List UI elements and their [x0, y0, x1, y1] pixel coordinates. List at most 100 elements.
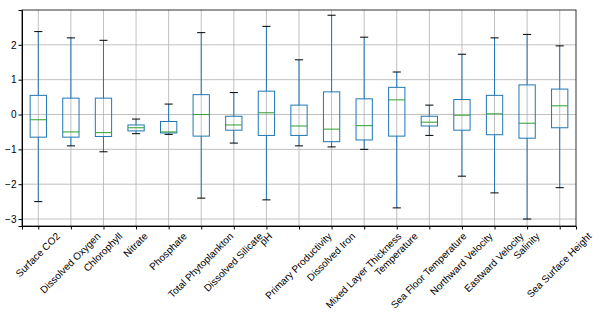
- lower-whisker: [494, 135, 495, 193]
- x-tick-label: Nitrate: [121, 230, 150, 259]
- grid-line-x: [461, 10, 462, 226]
- upper-cap: [34, 31, 42, 32]
- x-tick: [429, 226, 430, 230]
- box: [161, 121, 177, 132]
- upper-cap: [165, 104, 173, 105]
- lower-cap: [490, 192, 498, 193]
- lower-whisker: [527, 138, 528, 219]
- x-tick: [103, 226, 104, 230]
- upper-whisker: [103, 40, 104, 98]
- lower-cap: [556, 187, 564, 188]
- grid-line-x: [527, 10, 528, 226]
- upper-whisker: [168, 104, 169, 121]
- box-group: [193, 33, 209, 198]
- upper-whisker: [70, 38, 71, 98]
- grid-line-x: [494, 10, 495, 226]
- x-tick-mark: [397, 226, 398, 230]
- lower-cap: [99, 151, 107, 152]
- lower-cap: [328, 146, 336, 147]
- lower-whisker: [70, 137, 71, 146]
- upper-whisker: [299, 60, 300, 105]
- lower-whisker: [331, 142, 332, 147]
- y-tick-label: 2: [11, 40, 17, 51]
- box-group: [421, 105, 437, 135]
- box: [356, 99, 372, 140]
- grid-line-x: [396, 10, 397, 226]
- median: [356, 125, 372, 126]
- median: [389, 99, 405, 100]
- x-tick: [38, 226, 39, 230]
- upper-whisker: [559, 46, 560, 89]
- median: [486, 113, 502, 114]
- lower-whisker: [266, 135, 267, 199]
- upper-cap: [99, 40, 107, 41]
- x-tick-label: pH: [257, 231, 274, 248]
- y-tick-label: −3: [5, 214, 17, 225]
- x-tick: [169, 226, 170, 230]
- upper-whisker: [266, 26, 267, 91]
- y-tick-mark: [19, 45, 23, 46]
- upper-whisker: [331, 15, 332, 92]
- box-group: [258, 26, 274, 199]
- x-tick-mark: [169, 226, 170, 230]
- box: [323, 92, 339, 142]
- lower-whisker: [396, 136, 397, 208]
- x-tick-label: Mixed Layer Thickness: [324, 231, 404, 311]
- box-group: [291, 60, 307, 146]
- box: [291, 105, 307, 135]
- box: [552, 89, 568, 128]
- lower-cap: [523, 219, 531, 220]
- lower-whisker: [201, 136, 202, 198]
- box-group: [356, 37, 372, 149]
- upper-cap: [393, 72, 401, 73]
- upper-whisker: [233, 93, 234, 117]
- upper-cap: [230, 92, 238, 93]
- x-tick-mark: [527, 226, 528, 230]
- x-tick: [136, 226, 137, 230]
- lower-cap: [425, 135, 433, 136]
- median: [454, 115, 470, 116]
- grid-line-x: [233, 10, 234, 226]
- box-group: [519, 34, 535, 219]
- boxes: [30, 15, 568, 219]
- x-tick-mark: [71, 226, 72, 230]
- x-tick-mark: [266, 226, 267, 230]
- upper-whisker: [364, 37, 365, 99]
- box-group: [63, 38, 79, 146]
- x-tick: [560, 226, 561, 230]
- lower-cap: [197, 198, 205, 199]
- upper-whisker: [494, 38, 495, 95]
- plot-area: −3−2−1012Surface CO2Dissolved OxygenChlo…: [5, 10, 594, 311]
- grid-line-x: [70, 10, 71, 226]
- y-tick: −3: [5, 214, 22, 225]
- box-group: [128, 119, 144, 134]
- x-tick-label: Salinity: [511, 231, 542, 262]
- x-tick-mark: [201, 226, 202, 230]
- median: [421, 122, 437, 123]
- y-tick-label: 0: [11, 109, 17, 120]
- upper-cap: [523, 34, 531, 35]
- box-group: [226, 93, 242, 144]
- box-group: [454, 54, 470, 176]
- box: [519, 85, 535, 138]
- y-axis: −3−2−1012: [5, 11, 22, 227]
- upper-cap: [132, 119, 140, 120]
- grid-line-x: [103, 10, 104, 226]
- upper-whisker: [38, 32, 39, 96]
- x-tick: [397, 226, 398, 230]
- x-tick: [332, 226, 333, 230]
- lower-cap: [393, 207, 401, 208]
- y-tick: 1: [11, 74, 22, 85]
- grid-line-x: [38, 10, 39, 226]
- y-tick: 0: [11, 109, 22, 120]
- y-tick-label: −1: [5, 144, 17, 155]
- box-group: [486, 38, 502, 193]
- upper-cap: [425, 105, 433, 106]
- x-tick-mark: [103, 226, 104, 230]
- x-tick-label: Chlorophyll: [81, 231, 124, 274]
- median: [161, 131, 177, 132]
- box-group: [95, 40, 111, 151]
- x-tick-label: Temperature: [372, 230, 420, 278]
- x-tick-mark: [364, 226, 365, 230]
- y-tick-mark: [19, 184, 23, 185]
